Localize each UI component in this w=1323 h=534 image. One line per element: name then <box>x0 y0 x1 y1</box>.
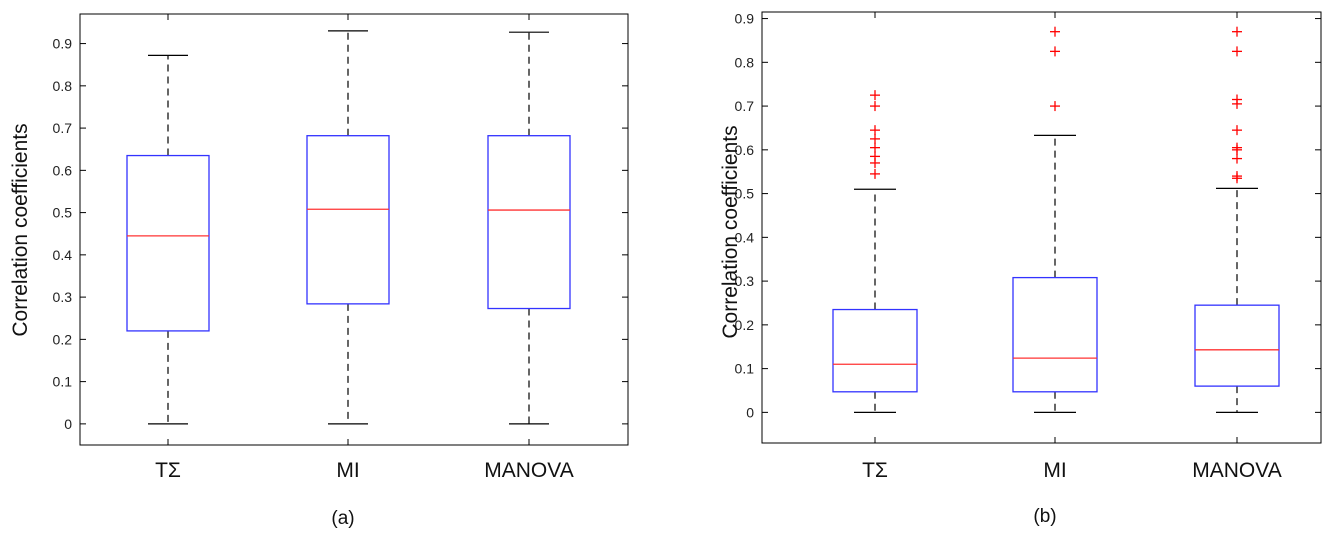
y-tick-label: 0.4 <box>735 229 755 245</box>
outlier-marker <box>1050 101 1060 112</box>
outlier-marker <box>1232 26 1242 37</box>
boxplot-1 <box>126 54 210 425</box>
y-tick-label: 0.4 <box>53 247 73 263</box>
outlier-marker <box>1232 46 1242 57</box>
boxplot-3 <box>1194 26 1280 413</box>
boxplot-2 <box>1012 26 1098 413</box>
outlier-marker <box>1232 125 1242 136</box>
x-category-label: MI <box>1043 459 1066 482</box>
x-category-label: MI <box>336 459 359 482</box>
x-category-label: TΣ <box>155 459 181 482</box>
outlier-marker <box>870 125 880 136</box>
outlier-marker <box>1232 171 1242 182</box>
outlier-marker <box>1232 142 1242 153</box>
chart-panel-b: 0 0.1 0.2 0.3 0.4 0.5 0.6 0.7 0.8 0.9 TΣ MI MANOVA Co… <box>719 11 1322 527</box>
outlier-marker <box>1050 26 1060 37</box>
iqr-box <box>487 135 571 310</box>
y-tick-label: 0.5 <box>53 205 73 221</box>
y-tick-label: 0.8 <box>53 78 73 94</box>
iqr-box <box>126 154 210 332</box>
chart-panel-a: 0 0.1 0.2 0.3 0.4 0.5 0.6 0.7 0.8 0.9 TΣ MI MANOVA Co… <box>9 13 629 529</box>
y-tick-label: 0.9 <box>735 11 755 27</box>
y-tick-label: 0 <box>64 416 72 432</box>
x-category-label: MANOVA <box>1192 459 1281 482</box>
outlier-marker <box>870 101 880 112</box>
x-category-label: MANOVA <box>484 459 573 482</box>
y-tick-label: 0.9 <box>53 36 73 52</box>
outlier-marker <box>1232 94 1242 105</box>
y-tick-label: 0.6 <box>735 142 755 158</box>
y-tick-label: 0.1 <box>53 374 73 390</box>
outlier-marker <box>870 90 880 101</box>
iqr-box <box>1012 276 1098 393</box>
plot-frame <box>79 13 629 446</box>
iqr-box <box>1194 304 1280 387</box>
plot-frame <box>761 11 1322 444</box>
iqr-box <box>306 135 390 305</box>
y-tick-label: 0.7 <box>735 98 755 114</box>
panel-caption: (b) <box>1033 506 1056 527</box>
y-tick-label: 0.2 <box>53 331 73 347</box>
outlier-marker <box>1232 153 1242 164</box>
y-tick-label: 0.7 <box>53 120 73 136</box>
y-tick-label: 0.1 <box>735 361 755 377</box>
y-tick-label: 0.3 <box>735 273 755 289</box>
y-tick-label: 0.5 <box>735 186 755 202</box>
y-axis-label: Correlation coefficients <box>719 125 742 338</box>
outlier-marker <box>870 142 880 153</box>
y-tick-label: 0 <box>746 404 754 420</box>
outlier-marker <box>870 151 880 162</box>
boxplot-3 <box>487 31 571 425</box>
x-category-label: TΣ <box>862 459 888 482</box>
y-axis-label: Correlation coefficients <box>9 123 32 336</box>
iqr-box <box>832 308 918 393</box>
outlier-marker <box>870 168 880 179</box>
y-tick-label: 0.2 <box>735 317 755 333</box>
boxplot-1 <box>832 90 918 413</box>
outlier-marker <box>870 133 880 144</box>
y-tick-label: 0.8 <box>735 54 755 70</box>
panel-caption: (a) <box>331 508 354 529</box>
y-tick-label: 0.6 <box>53 162 73 178</box>
outlier-marker <box>1050 46 1060 57</box>
y-tick-label: 0.3 <box>53 289 73 305</box>
boxplot-2 <box>306 30 390 425</box>
